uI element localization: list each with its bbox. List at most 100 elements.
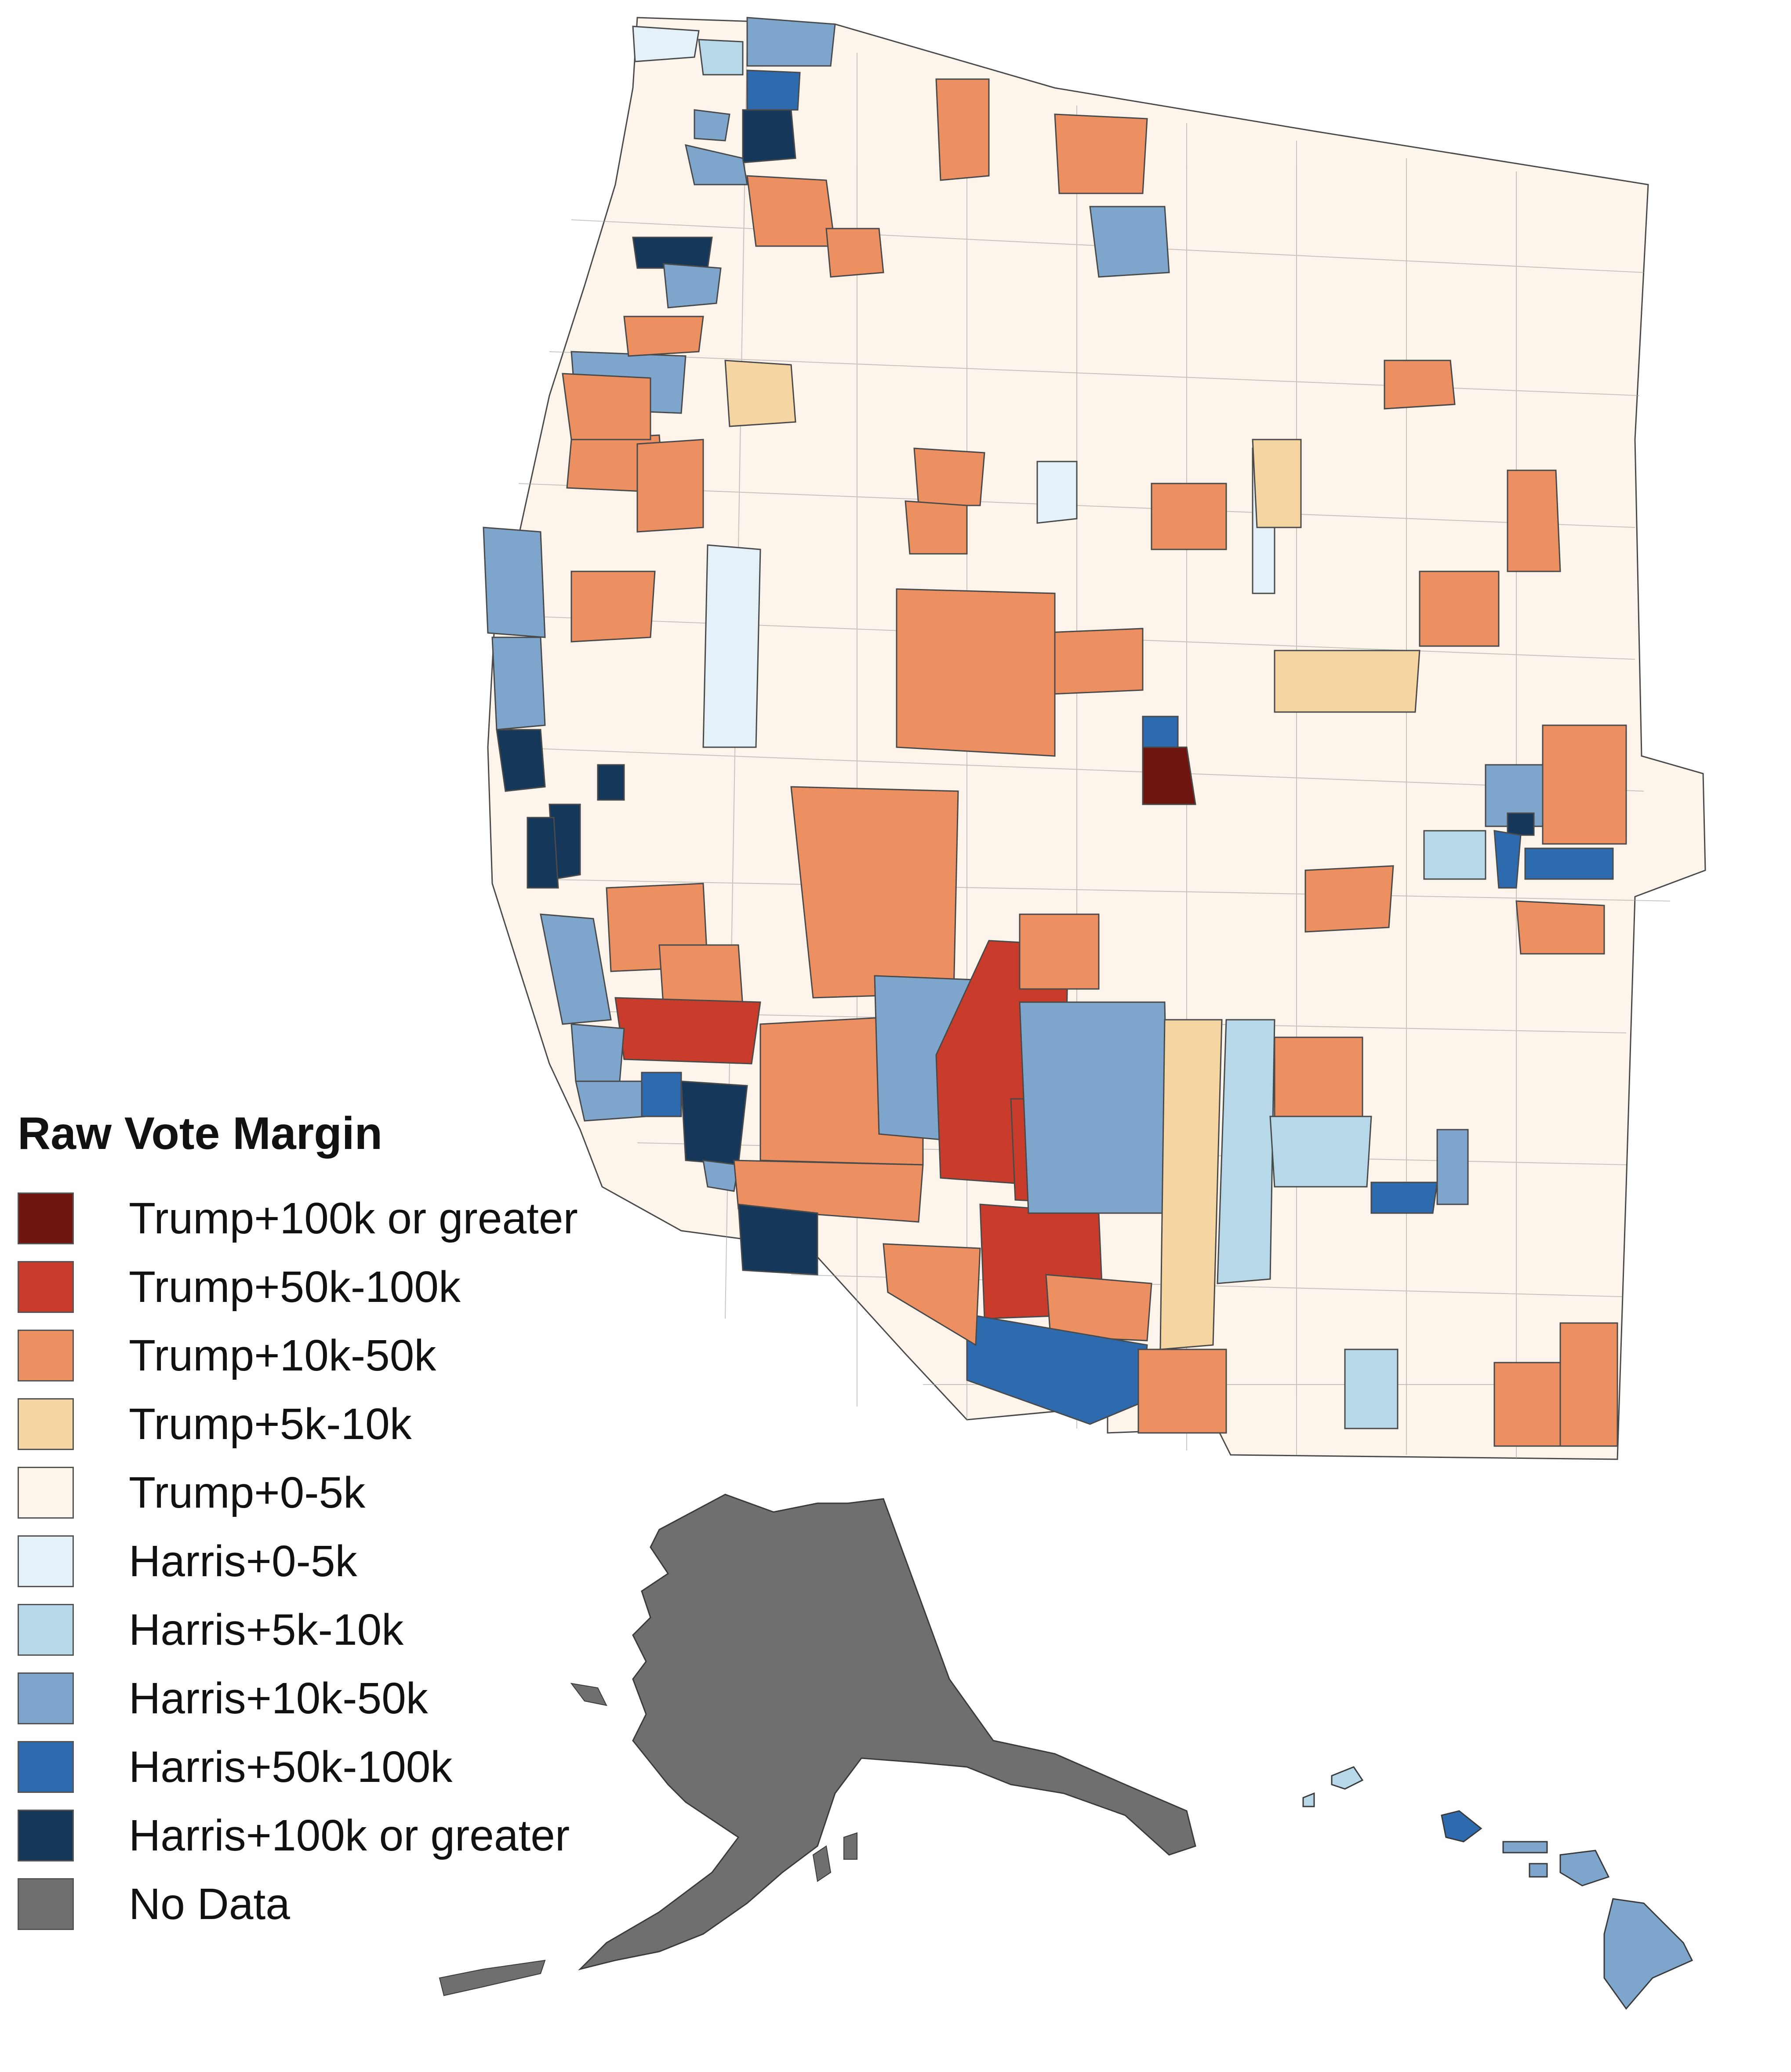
county-kern <box>614 997 761 1065</box>
county-pierce <box>685 144 748 185</box>
county-sacramento <box>597 764 625 801</box>
legend-item-harris-100k-plus: Harris+100k or greater <box>18 1801 578 1870</box>
county-sandoval <box>1269 1116 1372 1188</box>
county-riverside <box>733 1160 924 1223</box>
county-san-juan-nm <box>1274 1036 1363 1117</box>
legend-swatch-trump-10k-50k <box>18 1330 74 1381</box>
legend-swatch-harris-50k-100k <box>18 1741 74 1793</box>
county-weld <box>1542 724 1627 845</box>
county-los-angeles <box>680 1080 748 1166</box>
county-bonneville <box>1151 483 1227 550</box>
county-kitsap <box>694 109 730 142</box>
county-lea <box>1559 1322 1618 1447</box>
legend: Raw Vote Margin Trump+100k or greater Tru… <box>18 1108 578 1938</box>
county-san-luis-obispo <box>570 1023 625 1082</box>
county-king <box>742 109 796 164</box>
legend-label: Trump+50k-100k <box>129 1262 461 1312</box>
county-spokane <box>1089 206 1170 278</box>
legend-item-harris-50k-100k: Harris+50k-100k <box>18 1733 578 1801</box>
county-ada <box>913 447 985 506</box>
county-yellowstone <box>1384 360 1456 410</box>
legend-item-harris-5k-10k: Harris+5k-10k <box>18 1596 578 1664</box>
county-santa-fe <box>1436 1129 1469 1205</box>
legend-item-trump-100k-plus: Trump+100k or greater <box>18 1184 578 1253</box>
county-benton <box>825 228 884 278</box>
county-arapahoe <box>1524 847 1614 880</box>
county-ventura <box>641 1072 682 1117</box>
county-mesa <box>1304 865 1394 933</box>
legend-item-trump-10k-50k: Trump+10k-50k <box>18 1321 578 1390</box>
legend-label: No Data <box>129 1879 290 1929</box>
county-blaine <box>1036 461 1078 524</box>
county-yakima <box>746 175 836 247</box>
legend-swatch-harris-0-5k <box>18 1535 74 1587</box>
county-apache <box>1217 1019 1275 1284</box>
alaska-islands <box>439 1683 857 1996</box>
county-teton-wy <box>1252 439 1302 528</box>
county-dona-ana <box>1344 1349 1399 1429</box>
legend-item-harris-10k-50k: Harris+10k-50k <box>18 1664 578 1733</box>
county-yuma <box>883 1243 981 1346</box>
county-marion <box>623 316 704 357</box>
legend-item-harris-0-5k: Harris+0-5k <box>18 1527 578 1596</box>
legend-label: Trump+10k-50k <box>129 1330 436 1380</box>
county-linn <box>636 439 704 533</box>
county-canyon <box>905 500 968 555</box>
county-sonoma <box>496 729 546 792</box>
county-santa-clara <box>527 817 559 889</box>
county-bernalillo <box>1370 1181 1438 1214</box>
hawaii-big-island <box>1603 1898 1693 2010</box>
county-san-diego <box>737 1203 818 1276</box>
county-denver <box>1507 812 1535 836</box>
county-flathead <box>935 78 990 181</box>
county-missoula <box>1054 113 1148 194</box>
county-humboldt <box>483 527 546 638</box>
legend-item-trump-50k-100k: Trump+50k-100k <box>18 1253 578 1321</box>
county-deschutes <box>724 360 796 427</box>
county-campbell <box>1419 571 1500 647</box>
county-shasta <box>570 571 656 643</box>
hawaii-molokai <box>1502 1841 1548 1854</box>
county-mendocino <box>491 636 546 731</box>
county-cochise <box>1137 1349 1227 1434</box>
county-pinal <box>1045 1274 1152 1341</box>
county-pima <box>966 1313 1148 1425</box>
legend-item-trump-0-5k: Trump+0-5k <box>18 1458 578 1527</box>
legend-title: Raw Vote Margin <box>18 1108 383 1159</box>
county-washington-ut <box>1019 913 1100 990</box>
legend-swatch-trump-50k-100k <box>18 1261 74 1313</box>
county-navajo <box>1159 1019 1223 1350</box>
county-eddy <box>1493 1362 1561 1447</box>
county-whatcom <box>746 17 836 67</box>
county-salt-lake <box>1142 746 1196 805</box>
county-multnomah <box>632 236 713 269</box>
county-fills <box>483 17 1627 1447</box>
county-natrona <box>1507 469 1561 572</box>
county-sweetwater <box>1274 650 1420 713</box>
county-coconino <box>1019 1001 1170 1214</box>
legend-label: Harris+50k-100k <box>129 1742 453 1792</box>
county-washoe <box>702 544 761 748</box>
county-snohomish <box>746 69 801 111</box>
hawaii-maui <box>1559 1850 1610 1887</box>
county-monterey <box>540 913 612 1025</box>
legend-label: Trump+100k or greater <box>129 1193 578 1243</box>
legend-swatch-harris-100k-plus <box>18 1810 74 1861</box>
legend-label: Harris+100k or greater <box>129 1810 570 1860</box>
legend-label: Harris+5k-10k <box>129 1605 404 1654</box>
county-san-juan <box>698 39 744 76</box>
legend-item-no-data: No Data <box>18 1870 578 1938</box>
legend-label: Trump+5k-10k <box>129 1399 412 1449</box>
county-washington-or <box>663 263 722 309</box>
hawaii-oahu <box>1441 1810 1482 1843</box>
legend-label: Trump+0-5k <box>129 1468 366 1517</box>
legend-swatch-harris-10k-50k <box>18 1672 74 1724</box>
legend-items: Trump+100k or greater Trump+50k-100k Trump… <box>18 1184 578 1938</box>
legend-item-trump-5k-10k: Trump+5k-10k <box>18 1390 578 1458</box>
hawaii-islands <box>1302 1766 1693 2010</box>
legend-swatch-no-data <box>18 1878 74 1930</box>
legend-swatch-trump-5k-10k <box>18 1398 74 1450</box>
county-nye <box>790 786 959 999</box>
